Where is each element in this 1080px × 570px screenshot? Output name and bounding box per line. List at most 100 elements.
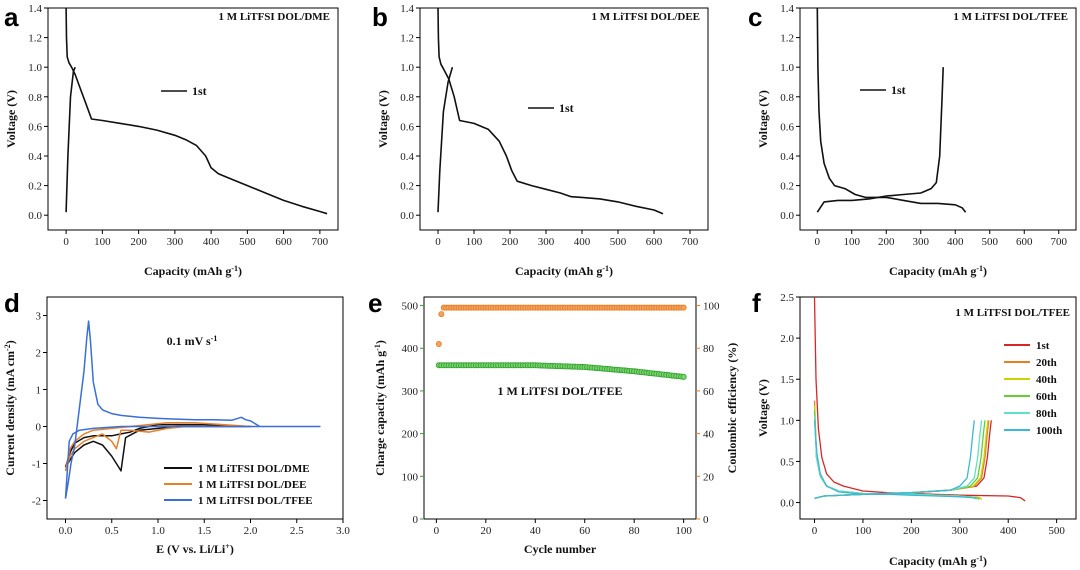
y-tick-label-c: 0.2 [780,181,794,193]
y-tick-label-c: 1.4 [780,3,794,15]
y-tick-label-c: 0.6 [780,121,794,133]
y-tick-label-b: 1.4 [400,3,414,15]
x-axis-label-e: Cycle number [524,542,597,556]
panel-title-a: 1 M LiTFSI DOL/DME [218,11,330,23]
y-tick-label-f: 1.5 [780,374,794,386]
x-tick-label-e: 100 [675,525,692,537]
panel-letter-f: f [752,288,761,318]
y-tick-label-a: 0.0 [28,210,42,222]
x-tick-label-b: 400 [574,236,591,248]
coulombic-efficiency-point [680,304,687,311]
x-tick-label-e: 0 [434,525,440,537]
y-tick-label-a: 1.4 [28,3,42,15]
profile-discharge-40th [813,405,982,500]
y-tick-label-b: 1.0 [400,62,414,74]
plot-frame-e [423,296,697,520]
y-tick-label-d: -1 [32,459,41,471]
x-tick-label-c: 400 [947,236,964,248]
y-axis-label-f: Voltage (V) [756,379,770,437]
panel-letter-e: e [368,288,382,318]
y-tick-label-d: 1 [36,385,42,397]
y-tick-label-d: 2 [36,348,42,360]
x-tick-label-c: 300 [913,236,930,248]
y-tick-label-a: 1.2 [28,33,42,45]
y-tick-label-a: 0.6 [28,121,42,133]
y-tick-label-f: 2.0 [780,333,794,345]
profile-discharge-80th [813,415,978,500]
legend-label-f-20th: 20th [1036,357,1057,369]
x-tick-label-c: 600 [1016,236,1033,248]
x-tick-label-a: 200 [130,236,147,248]
y-tick-label-b: 0.2 [400,181,414,193]
y-tick-label-a: 1.0 [28,62,42,74]
coulombic-efficiency-point [438,311,445,318]
x-tick-label-e: 40 [530,525,542,537]
y-tick-label-f: 0.5 [780,456,794,468]
profile-charge-80th [814,420,983,500]
legend-label-d-1: 1 M LiTFSI DOL/DEE [198,479,307,491]
x-tick-label-e: 60 [579,525,591,537]
x-tick-label-a: 0 [63,236,69,248]
y-tick-label-a: 0.2 [28,181,42,193]
panel-title-f: 1 M LiTFSI DOL/TFEE [955,307,1070,319]
x-tick-label-a: 600 [275,236,292,248]
curve-c-discharge [816,7,967,213]
y-tick-label-b: 0.6 [400,121,414,133]
y-tick-label-e: 500 [402,301,419,313]
x-tick-label-b: 300 [538,236,555,248]
y-tick-label-d: 0 [36,422,42,434]
y2-axis-label-e: Coulombic efficiency (%) [725,343,739,474]
y-tick-label-e: 300 [402,386,419,398]
y-tick-label-e: 200 [402,429,419,441]
y-tick-label-c: 0.4 [780,151,794,163]
y-axis-label-a: Voltage (V) [4,90,18,148]
x-tick-label-b: 700 [682,236,699,248]
y-axis-label-c: Voltage (V) [756,90,770,148]
x-tick-label-d: 2.5 [290,525,304,537]
legend-label-b: 1st [559,101,574,115]
legend-label-f-100th: 100th [1036,425,1062,437]
y-tick-label-f: 1.0 [780,415,794,427]
x-tick-label-d: 3.0 [336,525,350,537]
x-axis-label-c: Capacity (mAh g-1) [889,264,987,279]
y2-tick-label-e: 60 [703,386,715,398]
panel-letter-d: d [4,288,20,318]
x-tick-label-f: 300 [952,525,969,537]
y-tick-label-d: -2 [32,496,41,508]
x-tick-label-e: 20 [480,525,492,537]
x-tick-label-d: 2.0 [244,525,258,537]
x-axis-label-a: Capacity (mAh g-1) [144,264,242,279]
x-tick-label-b: 100 [466,236,483,248]
x-tick-label-c: 0 [815,236,821,248]
y-tick-label-b: 0.0 [400,210,414,222]
panel-title-e: 1 M LiTFSI DOL/TFEE [497,384,622,398]
y-tick-label-b: 1.2 [400,33,414,45]
curve-b-discharge [437,7,664,215]
legend-label-f-1st: 1st [1036,340,1050,352]
profile-discharge-60th [813,410,980,500]
profile-charge-40th [814,420,989,500]
legend-label-f-60th: 60th [1036,391,1057,403]
curve-a-discharge [65,7,328,215]
y2-tick-label-e: 20 [703,471,715,483]
y2-tick-label-e: 80 [703,343,715,355]
plot-frame-b [419,7,709,231]
x-tick-label-a: 700 [312,236,329,248]
x-tick-label-c: 500 [982,236,999,248]
cv-curve-tfee [64,320,321,499]
y-tick-label-a: 0.8 [28,92,42,104]
y-tick-label-d: 3 [36,311,42,323]
x-axis-label-b: Capacity (mAh g-1) [515,264,613,279]
coulombic-efficiency-point [435,340,442,347]
curve-a-charge [65,66,76,213]
y-axis-label-d: Current density (mA cm-2) [3,340,18,475]
y-axis-label-e: Charge capacity (mAh g-1) [373,340,388,476]
x-tick-label-f: 200 [903,525,920,537]
y-tick-label-b: 0.4 [400,151,414,163]
y-tick-label-c: 0.0 [780,210,794,222]
x-tick-label-a: 400 [203,236,220,248]
x-tick-label-b: 200 [502,236,519,248]
legend-label-d-2: 1 M LiTFSI DOL/TFEE [198,495,313,507]
x-tick-label-f: 400 [1000,525,1017,537]
x-tick-label-a: 500 [239,236,256,248]
